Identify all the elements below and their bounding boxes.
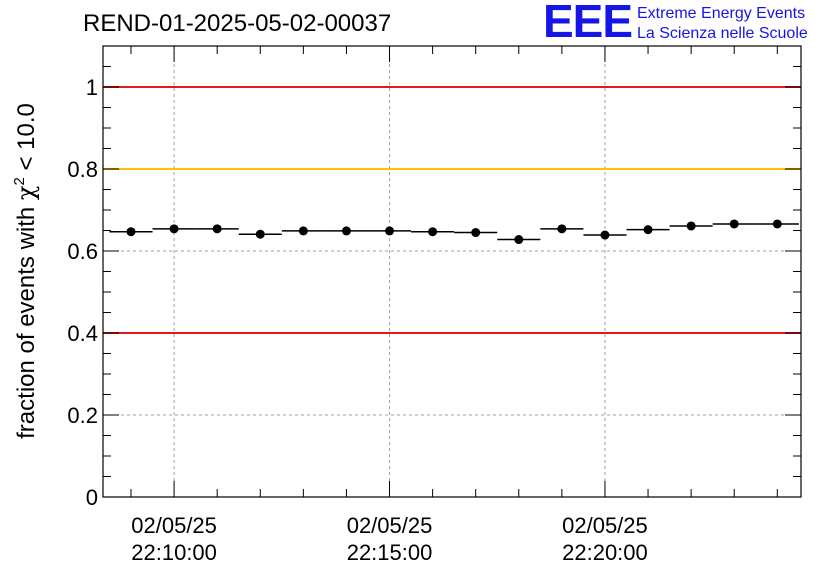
data-point <box>514 235 524 245</box>
x-tick-label-time: 22:10:00 <box>131 540 217 565</box>
y-axis-label: fraction of events with χ2 < 10.0 <box>11 103 40 439</box>
data-point <box>686 221 696 231</box>
data-point <box>212 224 222 234</box>
data-point <box>126 227 136 237</box>
y-tick-label: 0.6 <box>67 239 98 264</box>
chart-title: REND-01-2025-05-02-00037 <box>83 10 392 37</box>
eee-logo: EEE Extreme Energy Events La Scienza nel… <box>543 0 833 47</box>
logo-line-2: La Scienza nelle Scuole <box>637 25 808 42</box>
plot-frame <box>102 45 802 498</box>
x-tick-label-date: 02/05/25 <box>562 513 648 538</box>
y-tick-label: 0 <box>86 485 98 510</box>
y-axis-label-symbol: χ <box>12 185 40 200</box>
data-point <box>772 219 782 229</box>
y-tick-label: 0.2 <box>67 403 98 428</box>
data-point <box>169 224 179 234</box>
y-axis-label-text: fraction of events with <box>13 200 40 439</box>
data-point <box>428 227 438 237</box>
y-tick-label: 0.4 <box>67 321 98 346</box>
data-point <box>471 228 481 238</box>
y-axis-label-superscript: 2 <box>11 177 28 185</box>
data-point <box>643 225 653 235</box>
y-tick-label: 0.8 <box>67 157 98 182</box>
data-point <box>600 230 610 240</box>
data-point <box>729 219 739 229</box>
data-point <box>385 226 395 236</box>
logo-mark: EEE <box>543 0 633 47</box>
y-axis-label-suffix: < 10.0 <box>13 103 40 177</box>
x-tick-label-date: 02/05/25 <box>347 513 433 538</box>
x-tick-label-date: 02/05/25 <box>131 513 217 538</box>
y-tick-label: 1 <box>86 75 98 100</box>
data-point <box>255 229 265 239</box>
x-tick-label-time: 22:15:00 <box>347 540 433 565</box>
data-point <box>557 224 567 234</box>
data-point <box>341 226 351 236</box>
logo-line-1: Extreme Energy Events <box>637 5 806 22</box>
x-tick-label-time: 22:20:00 <box>562 540 648 565</box>
data-point <box>298 226 308 236</box>
